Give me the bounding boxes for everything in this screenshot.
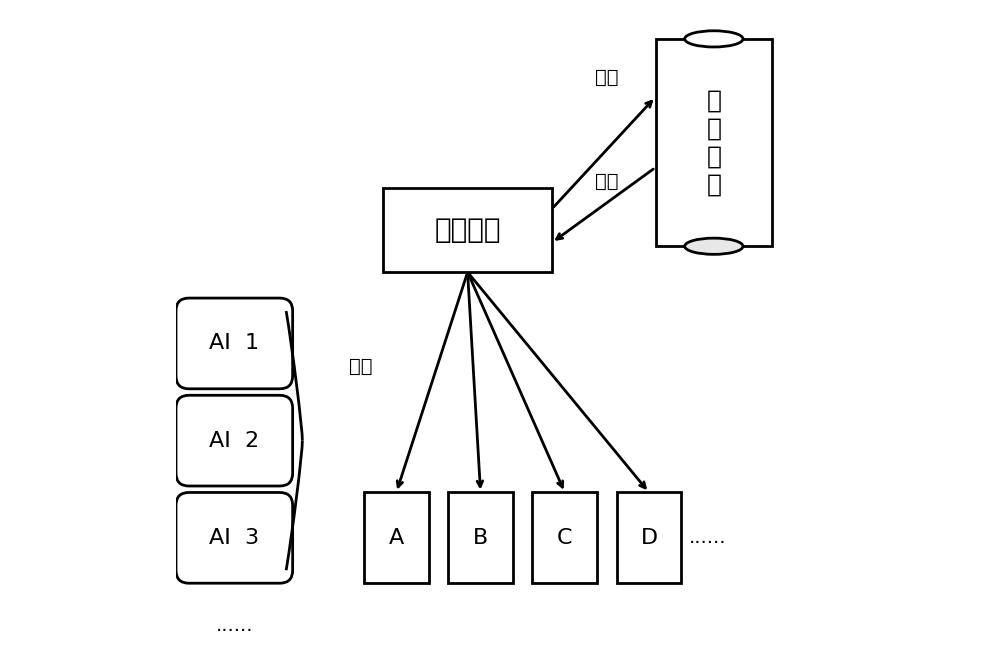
FancyBboxPatch shape [176, 492, 293, 583]
FancyBboxPatch shape [448, 492, 513, 583]
Text: AI  2: AI 2 [209, 431, 259, 450]
Text: 控制中心: 控制中心 [434, 216, 501, 244]
Text: D: D [640, 528, 658, 548]
Text: ......: ...... [216, 616, 253, 635]
Ellipse shape [685, 238, 743, 255]
Ellipse shape [685, 30, 743, 47]
Text: ......: ...... [689, 528, 726, 548]
FancyBboxPatch shape [176, 298, 293, 389]
FancyBboxPatch shape [617, 492, 681, 583]
FancyBboxPatch shape [364, 492, 429, 583]
FancyBboxPatch shape [176, 395, 293, 486]
Text: 同
时
拨
打: 同 时 拨 打 [706, 89, 721, 196]
Text: 呼叫: 呼叫 [595, 68, 619, 87]
FancyBboxPatch shape [532, 492, 597, 583]
FancyBboxPatch shape [383, 188, 552, 272]
Text: B: B [473, 528, 488, 548]
Text: A: A [389, 528, 404, 548]
Text: 接通: 接通 [595, 172, 619, 191]
Text: AI  3: AI 3 [209, 528, 259, 548]
Text: 分发: 分发 [349, 356, 372, 376]
Text: C: C [557, 528, 573, 548]
FancyBboxPatch shape [656, 39, 772, 246]
Text: AI  1: AI 1 [209, 334, 259, 353]
